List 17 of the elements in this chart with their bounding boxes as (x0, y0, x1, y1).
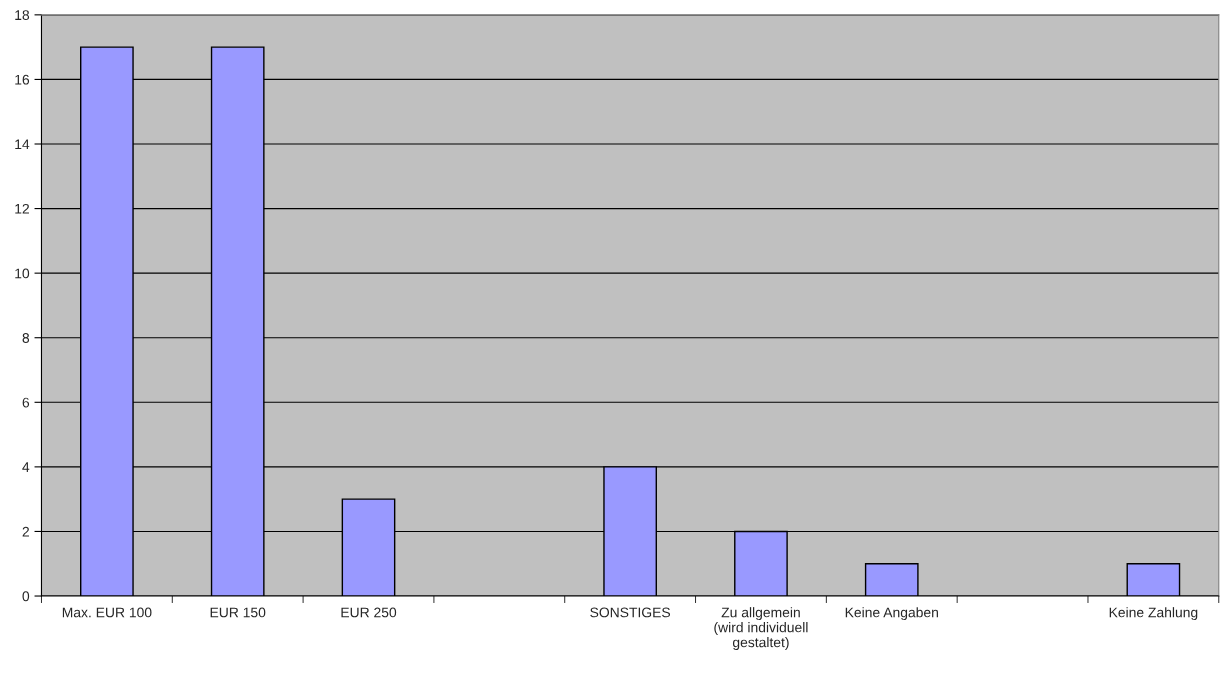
x-tick-label: Zu allgemein (wird individuell gestaltet) (714, 607, 808, 650)
x-tick-label: EUR 250 (341, 607, 397, 618)
x-tick-label: Max. EUR 100 (62, 607, 152, 618)
y-tick-label: 6 (22, 397, 30, 408)
y-tick-label: 16 (15, 74, 30, 85)
y-tick-label: 0 (22, 591, 30, 602)
y-tick-label: 8 (22, 333, 30, 343)
x-tick-label: EUR 150 (210, 607, 266, 618)
y-tick-label: 12 (15, 203, 29, 214)
x-tick-label: SONSTIGES (590, 607, 671, 618)
x-tick-label: Keine Zahlung (1109, 607, 1198, 621)
y-tick-label: 4 (22, 462, 30, 472)
y-tick-label: 10 (15, 268, 30, 279)
y-tick-label: 14 (15, 139, 30, 150)
y-tick-label: 18 (15, 10, 30, 21)
y-tick-label: 2 (22, 526, 29, 537)
x-tick-label: Keine Angaben (845, 607, 938, 621)
